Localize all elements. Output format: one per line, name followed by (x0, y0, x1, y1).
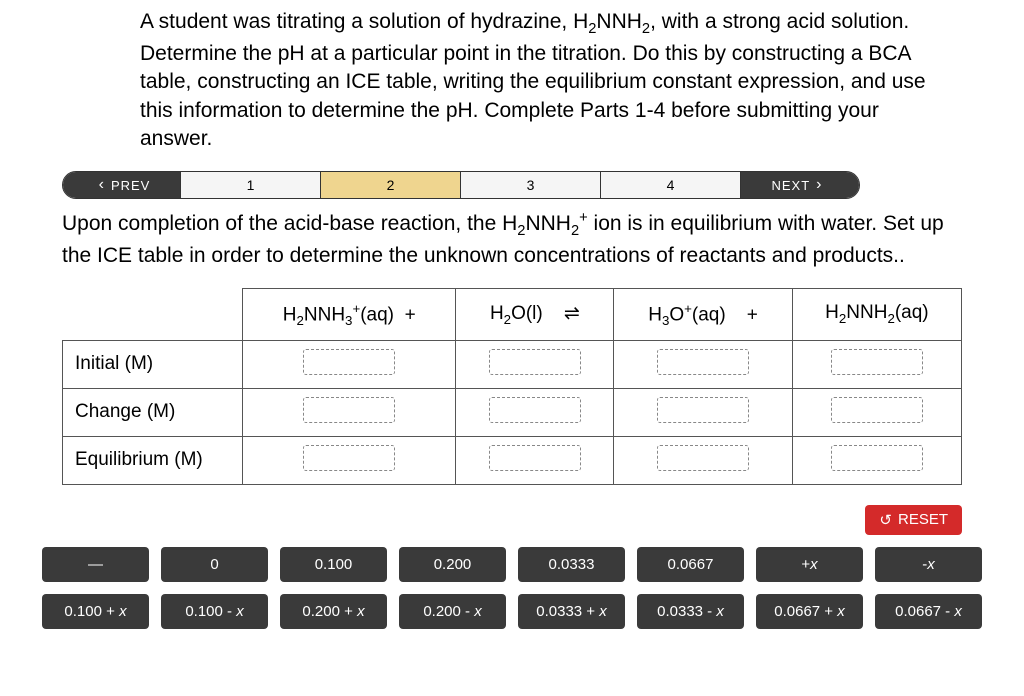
stepper-pill: ‹ PREV 1 2 3 4 NEXT › (62, 171, 860, 199)
tile[interactable]: 0 (161, 547, 268, 582)
prev-label: PREV (111, 178, 150, 193)
reset-button[interactable]: ↺ RESET (865, 505, 962, 535)
step-1[interactable]: 1 (181, 172, 321, 198)
step-3[interactable]: 3 (461, 172, 601, 198)
tile[interactable]: 0.200 + x (280, 594, 387, 629)
chevron-left-icon: ‹ (99, 176, 105, 194)
table-row: Equilibrium (M) (63, 436, 962, 484)
species-1: H2NNH3+(aq) + (243, 288, 456, 340)
stepper: ‹ PREV 1 2 3 4 NEXT › (0, 171, 1024, 209)
reset-label: RESET (898, 511, 948, 528)
drop-slot[interactable] (489, 445, 581, 471)
drop-slot[interactable] (657, 445, 749, 471)
drop-slot[interactable] (831, 445, 923, 471)
tile-row-2: 0.100 + x 0.100 - x 0.200 + x 0.200 - x … (42, 594, 982, 629)
step-4[interactable]: 4 (601, 172, 741, 198)
table-row: Initial (M) (63, 340, 962, 388)
ice-table-wrap: H2NNH3+(aq) + H2O(l) ⇌ H3O+(aq) + H2NNH2… (0, 288, 1024, 485)
species-2: H2O(l) ⇌ (456, 288, 614, 340)
table-row: Change (M) (63, 388, 962, 436)
drop-slot[interactable] (303, 397, 395, 423)
drop-slot[interactable] (303, 445, 395, 471)
drop-slot[interactable] (657, 349, 749, 375)
tile[interactable]: 0.100 + x (42, 594, 149, 629)
answer-tiles: — 0 0.100 0.200 0.0333 0.0667 +x -x 0.10… (0, 543, 1024, 629)
species-4: H2NNH2(aq) (792, 288, 961, 340)
undo-icon: ↺ (879, 511, 892, 529)
problem-statement: A student was titrating a solution of hy… (0, 0, 1024, 171)
table-corner (63, 288, 243, 340)
chevron-right-icon: › (816, 176, 822, 194)
tile[interactable]: 0.0667 + x (756, 594, 863, 629)
tile[interactable]: 0.0667 (637, 547, 744, 582)
tile[interactable]: +x (756, 547, 863, 582)
tile[interactable]: -x (875, 547, 982, 582)
next-button[interactable]: NEXT › (741, 172, 859, 198)
ice-table: H2NNH3+(aq) + H2O(l) ⇌ H3O+(aq) + H2NNH2… (62, 288, 962, 485)
drop-slot[interactable] (489, 349, 581, 375)
step-instruction: Upon completion of the acid-base reactio… (0, 209, 1024, 287)
tile[interactable]: 0.0333 + x (518, 594, 625, 629)
tile-row-1: — 0 0.100 0.200 0.0333 0.0667 +x -x (42, 547, 982, 582)
drop-slot[interactable] (831, 349, 923, 375)
tile[interactable]: 0.100 - x (161, 594, 268, 629)
prev-button[interactable]: ‹ PREV (63, 172, 181, 198)
row-equilibrium: Equilibrium (M) (63, 436, 243, 484)
tile[interactable]: 0.200 - x (399, 594, 506, 629)
tile[interactable]: 0.0333 - x (637, 594, 744, 629)
tile[interactable]: 0.0333 (518, 547, 625, 582)
row-initial: Initial (M) (63, 340, 243, 388)
row-change: Change (M) (63, 388, 243, 436)
tile[interactable]: 0.0667 - x (875, 594, 982, 629)
step-2[interactable]: 2 (321, 172, 461, 198)
tile[interactable]: 0.200 (399, 547, 506, 582)
tile[interactable]: — (42, 547, 149, 582)
species-3: H3O+(aq) + (614, 288, 792, 340)
tile[interactable]: 0.100 (280, 547, 387, 582)
drop-slot[interactable] (657, 397, 749, 423)
next-label: NEXT (772, 178, 811, 193)
drop-slot[interactable] (303, 349, 395, 375)
drop-slot[interactable] (831, 397, 923, 423)
drop-slot[interactable] (489, 397, 581, 423)
